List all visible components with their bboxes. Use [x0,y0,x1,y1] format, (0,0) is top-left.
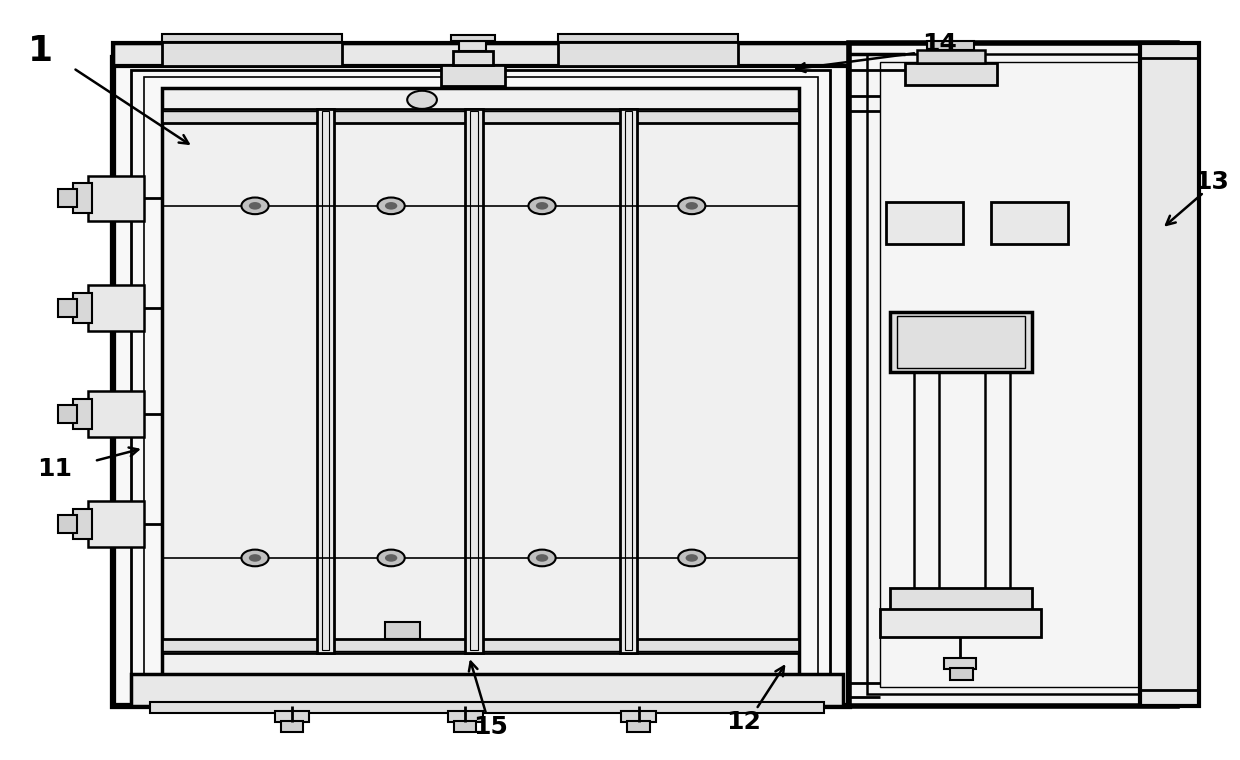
Bar [322,111,330,651]
Bar [131,674,843,705]
Circle shape [377,549,404,566]
Bar [991,202,1068,244]
Bar [950,668,972,680]
Bar [459,41,486,52]
Circle shape [377,198,404,214]
Text: 12: 12 [727,711,761,734]
Circle shape [384,554,397,562]
Bar [880,62,1146,687]
Text: 13: 13 [1194,169,1229,194]
Text: 11: 11 [37,458,72,481]
Circle shape [536,554,548,562]
Bar [625,111,632,651]
Bar [281,720,304,732]
Bar [558,34,738,42]
Bar [453,52,492,65]
Bar [868,55,1158,694]
Bar [162,42,342,66]
Bar [58,515,77,533]
Bar [88,176,144,221]
Bar [162,34,342,42]
Bar [440,65,505,86]
Circle shape [528,198,556,214]
Text: 14: 14 [921,32,956,55]
Bar [88,501,144,546]
Bar [558,42,738,66]
Bar [897,316,1024,368]
Bar [58,189,77,207]
Circle shape [536,202,548,210]
Circle shape [249,554,262,562]
Circle shape [678,549,706,566]
Bar [454,720,476,732]
Bar [880,610,1040,638]
Bar [620,109,637,653]
Bar [275,711,310,722]
Bar [944,658,976,670]
Bar [58,405,77,423]
Bar [1140,43,1199,59]
Bar [887,202,962,244]
Circle shape [686,202,698,210]
Text: 1: 1 [29,33,53,68]
Bar [88,285,144,331]
Bar [627,720,650,732]
Bar [450,35,495,41]
Circle shape [528,549,556,566]
Bar [926,41,973,50]
Bar [448,711,482,722]
Bar [384,622,419,639]
Circle shape [407,90,436,109]
Bar [144,77,818,687]
Bar [73,293,92,323]
Bar [890,588,1032,611]
Bar [1140,43,1199,705]
Bar [58,299,77,317]
Bar [621,711,656,722]
Bar [162,88,800,676]
Bar [88,391,144,437]
Circle shape [242,549,269,566]
Bar [162,639,800,653]
Circle shape [384,202,397,210]
Bar [73,399,92,429]
Bar [317,109,335,653]
Bar [73,508,92,539]
Bar [131,69,831,694]
Circle shape [249,202,262,210]
Text: 15: 15 [472,715,507,739]
Bar [113,59,849,705]
Bar [113,43,849,66]
Bar [916,50,985,64]
Bar [73,183,92,214]
Circle shape [242,198,269,214]
Bar [904,64,997,84]
Bar [465,109,482,653]
Bar [150,701,825,713]
Bar [1140,691,1199,705]
Bar [162,109,800,122]
Bar [849,43,1177,705]
Circle shape [686,554,698,562]
Bar [890,312,1032,372]
Circle shape [678,198,706,214]
Bar [470,111,477,651]
